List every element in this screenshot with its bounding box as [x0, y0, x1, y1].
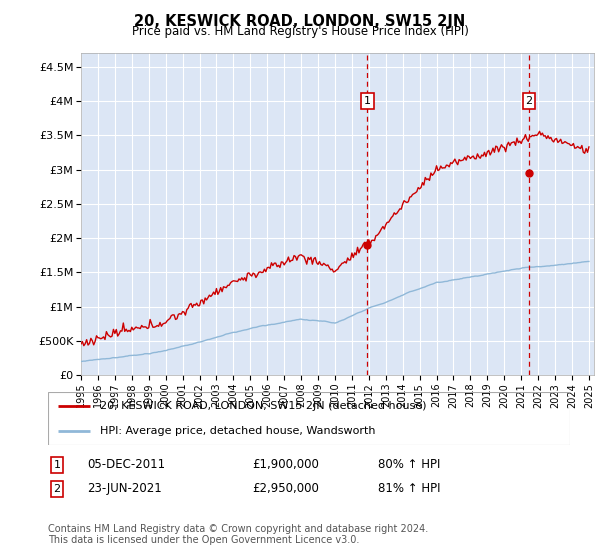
Text: 20, KESWICK ROAD, LONDON, SW15 2JN (detached house): 20, KESWICK ROAD, LONDON, SW15 2JN (deta… — [100, 402, 427, 412]
Text: 81% ↑ HPI: 81% ↑ HPI — [378, 482, 440, 496]
Text: 05-DEC-2011: 05-DEC-2011 — [87, 458, 165, 472]
Text: 1: 1 — [364, 96, 371, 106]
Text: £1,900,000: £1,900,000 — [252, 458, 319, 472]
Text: 20, KESWICK ROAD, LONDON, SW15 2JN: 20, KESWICK ROAD, LONDON, SW15 2JN — [134, 14, 466, 29]
Text: Contains HM Land Registry data © Crown copyright and database right 2024.
This d: Contains HM Land Registry data © Crown c… — [48, 524, 428, 545]
Text: 2: 2 — [53, 484, 61, 494]
Text: HPI: Average price, detached house, Wandsworth: HPI: Average price, detached house, Wand… — [100, 426, 376, 436]
Text: 2: 2 — [526, 96, 533, 106]
Text: Price paid vs. HM Land Registry's House Price Index (HPI): Price paid vs. HM Land Registry's House … — [131, 25, 469, 38]
Text: 1: 1 — [53, 460, 61, 470]
Text: 80% ↑ HPI: 80% ↑ HPI — [378, 458, 440, 472]
Text: £2,950,000: £2,950,000 — [252, 482, 319, 496]
Text: 23-JUN-2021: 23-JUN-2021 — [87, 482, 162, 496]
